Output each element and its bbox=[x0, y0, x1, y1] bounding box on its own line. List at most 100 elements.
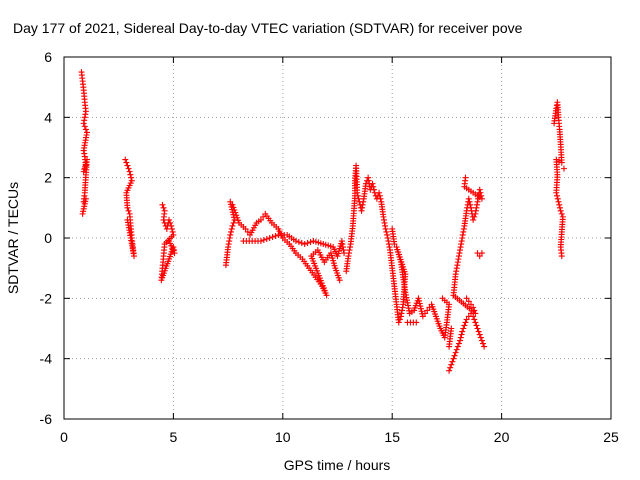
data-point bbox=[416, 297, 423, 304]
data-point bbox=[460, 325, 467, 332]
data-point bbox=[382, 225, 389, 232]
data-point bbox=[336, 277, 343, 284]
data-point bbox=[232, 209, 239, 216]
y-tick-label: 4 bbox=[44, 109, 52, 125]
data-point bbox=[461, 322, 468, 329]
data-point bbox=[260, 213, 267, 220]
data-point bbox=[80, 120, 87, 127]
data-point bbox=[229, 222, 236, 229]
data-point bbox=[168, 225, 175, 232]
data-point bbox=[377, 195, 384, 202]
data-point bbox=[446, 343, 453, 350]
x-tick-label: 0 bbox=[60, 429, 68, 445]
data-point bbox=[257, 238, 264, 245]
data-point bbox=[472, 319, 479, 326]
data-point bbox=[476, 186, 483, 193]
data-point bbox=[416, 300, 423, 307]
data-point bbox=[234, 214, 241, 221]
x-tick-label: 15 bbox=[384, 429, 400, 445]
data-point bbox=[79, 210, 86, 217]
data-point bbox=[168, 222, 175, 229]
x-tick-label: 5 bbox=[170, 429, 178, 445]
data-point bbox=[473, 322, 480, 329]
data-point bbox=[229, 201, 236, 208]
y-axis-label: SDTVAR / TECUs bbox=[5, 182, 21, 294]
data-point bbox=[81, 123, 88, 130]
data-point bbox=[235, 217, 242, 224]
data-point bbox=[354, 189, 361, 196]
data-point bbox=[169, 228, 176, 235]
data-point bbox=[82, 126, 89, 133]
data-point bbox=[439, 295, 446, 302]
data-point bbox=[455, 340, 462, 347]
data-point bbox=[453, 346, 460, 353]
data-point bbox=[167, 219, 174, 226]
data-point bbox=[457, 337, 464, 344]
data-points bbox=[78, 69, 567, 374]
data-point bbox=[451, 352, 458, 359]
data-point bbox=[304, 240, 311, 247]
data-point bbox=[417, 303, 424, 310]
data-point bbox=[450, 355, 457, 362]
data-point bbox=[292, 238, 299, 245]
x-tick-label: 20 bbox=[494, 429, 510, 445]
data-point bbox=[376, 189, 383, 196]
data-point bbox=[448, 361, 455, 368]
data-point bbox=[384, 231, 391, 238]
data-point bbox=[307, 239, 314, 246]
data-point bbox=[476, 253, 483, 260]
data-point bbox=[558, 253, 565, 260]
data-point bbox=[554, 195, 561, 202]
data-point bbox=[160, 216, 167, 223]
data-point bbox=[556, 201, 563, 208]
data-point bbox=[415, 295, 422, 302]
data-point bbox=[474, 325, 481, 332]
data-point bbox=[467, 201, 474, 208]
data-point bbox=[242, 225, 249, 232]
data-point bbox=[228, 225, 235, 232]
data-point bbox=[481, 343, 488, 350]
y-tick-label: 0 bbox=[44, 230, 52, 246]
data-point bbox=[257, 216, 264, 223]
data-point bbox=[458, 331, 465, 338]
data-point bbox=[260, 237, 267, 244]
data-point bbox=[159, 201, 166, 208]
data-point bbox=[124, 204, 131, 211]
data-point bbox=[231, 206, 238, 213]
x-tick-label: 25 bbox=[603, 429, 619, 445]
data-point bbox=[166, 216, 173, 223]
data-point bbox=[470, 216, 477, 223]
data-point bbox=[419, 313, 426, 320]
x-axis-label: GPS time / hours bbox=[284, 457, 391, 473]
data-point bbox=[558, 210, 565, 217]
data-point bbox=[422, 310, 429, 317]
data-point bbox=[391, 241, 398, 248]
data-point bbox=[126, 168, 133, 175]
data-point bbox=[354, 192, 361, 199]
data-point bbox=[123, 159, 130, 166]
data-point bbox=[417, 305, 424, 312]
data-point bbox=[127, 171, 134, 178]
data-point bbox=[475, 328, 482, 335]
data-point bbox=[554, 192, 561, 199]
data-point bbox=[465, 298, 472, 305]
data-point bbox=[228, 228, 235, 235]
data-point bbox=[480, 340, 487, 347]
data-point bbox=[418, 308, 425, 315]
x-tick-label: 10 bbox=[275, 429, 291, 445]
data-point bbox=[463, 295, 470, 302]
data-point bbox=[163, 225, 170, 232]
data-point bbox=[555, 198, 562, 205]
data-point bbox=[465, 195, 472, 202]
data-point bbox=[272, 232, 279, 239]
data-point bbox=[295, 239, 302, 246]
data-point bbox=[454, 343, 461, 350]
y-tick-label: -4 bbox=[40, 351, 53, 367]
plot-frame bbox=[63, 56, 612, 420]
data-point bbox=[227, 198, 234, 205]
data-point bbox=[383, 228, 390, 235]
data-point bbox=[125, 165, 132, 172]
data-point bbox=[462, 319, 469, 326]
data-point bbox=[395, 319, 402, 326]
y-tick-label: 2 bbox=[44, 170, 52, 186]
